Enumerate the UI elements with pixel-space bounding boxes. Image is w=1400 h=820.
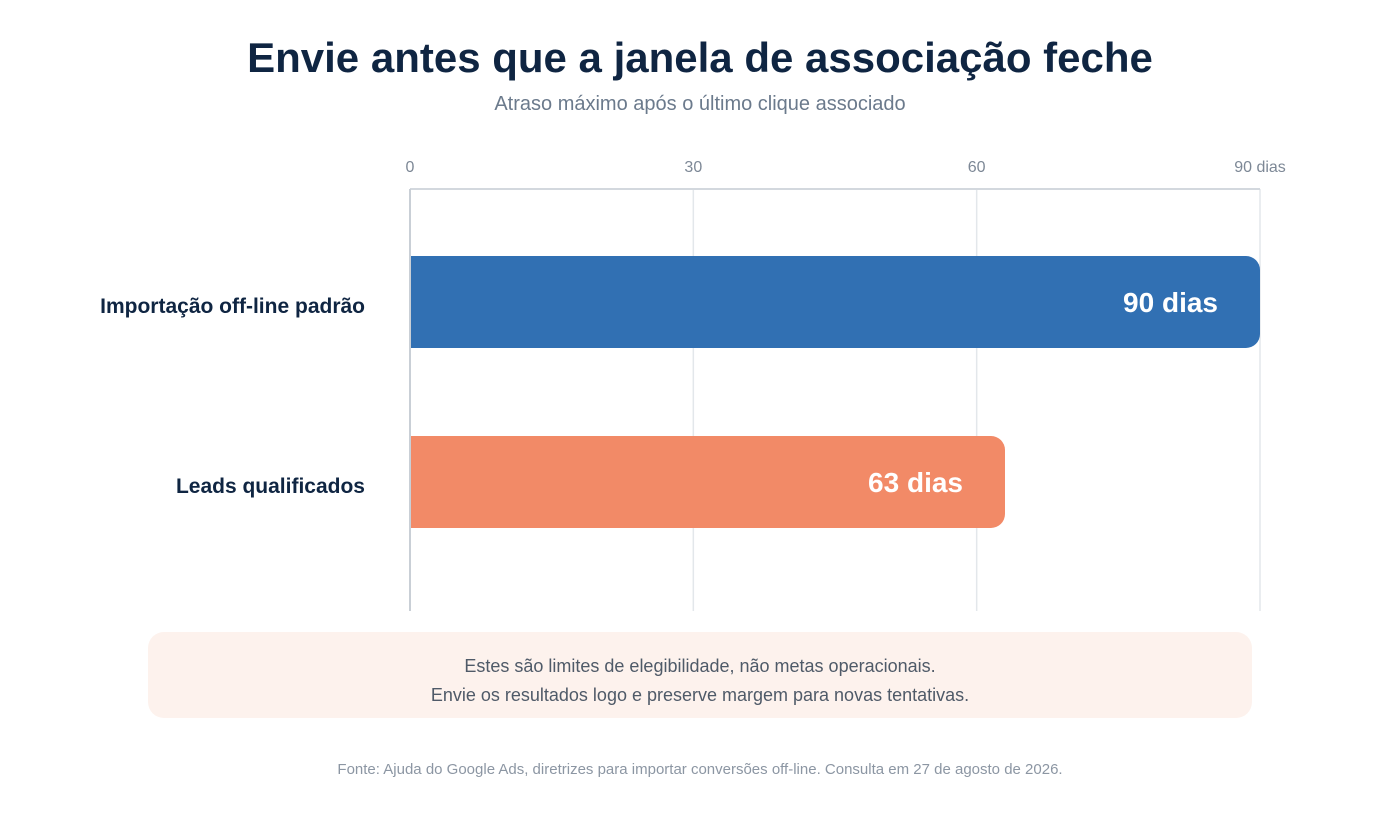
x-tick-label: 30 (684, 159, 702, 176)
category-label: Importação off-line padrão (100, 295, 365, 318)
chart-title: Envie antes que a janela de associação f… (247, 34, 1153, 81)
bar-left-edge (410, 256, 426, 348)
note-box: Estes são limites de elegibilidade, não … (148, 632, 1252, 718)
x-axis-ticks: 0 30 60 90 dias (406, 159, 1286, 176)
bar (410, 436, 1005, 528)
bar (410, 256, 1260, 348)
bar-left-edge (410, 436, 426, 528)
x-tick-label: 90 dias (1234, 159, 1286, 176)
data-label: 63 dias (868, 467, 963, 498)
chart-subtitle: Atraso máximo após o último clique assoc… (494, 93, 906, 115)
category-labels: Importação off-line padrão Leads qualific… (100, 189, 411, 611)
x-tick-label: 0 (406, 159, 415, 176)
category-label: Leads qualificados (176, 475, 365, 498)
x-tick-label: 60 (968, 159, 986, 176)
note-line-1: Estes são limites de elegibilidade, não … (464, 656, 936, 676)
source-note: Fonte: Ajuda do Google Ads, diretrizes p… (337, 761, 1063, 778)
bars: 90 dias 63 dias (410, 256, 1260, 528)
note-line-2: Envie os resultados logo e preserve marg… (430, 685, 970, 705)
data-label: 90 dias (1123, 287, 1218, 318)
grid-lines (409, 188, 1261, 611)
